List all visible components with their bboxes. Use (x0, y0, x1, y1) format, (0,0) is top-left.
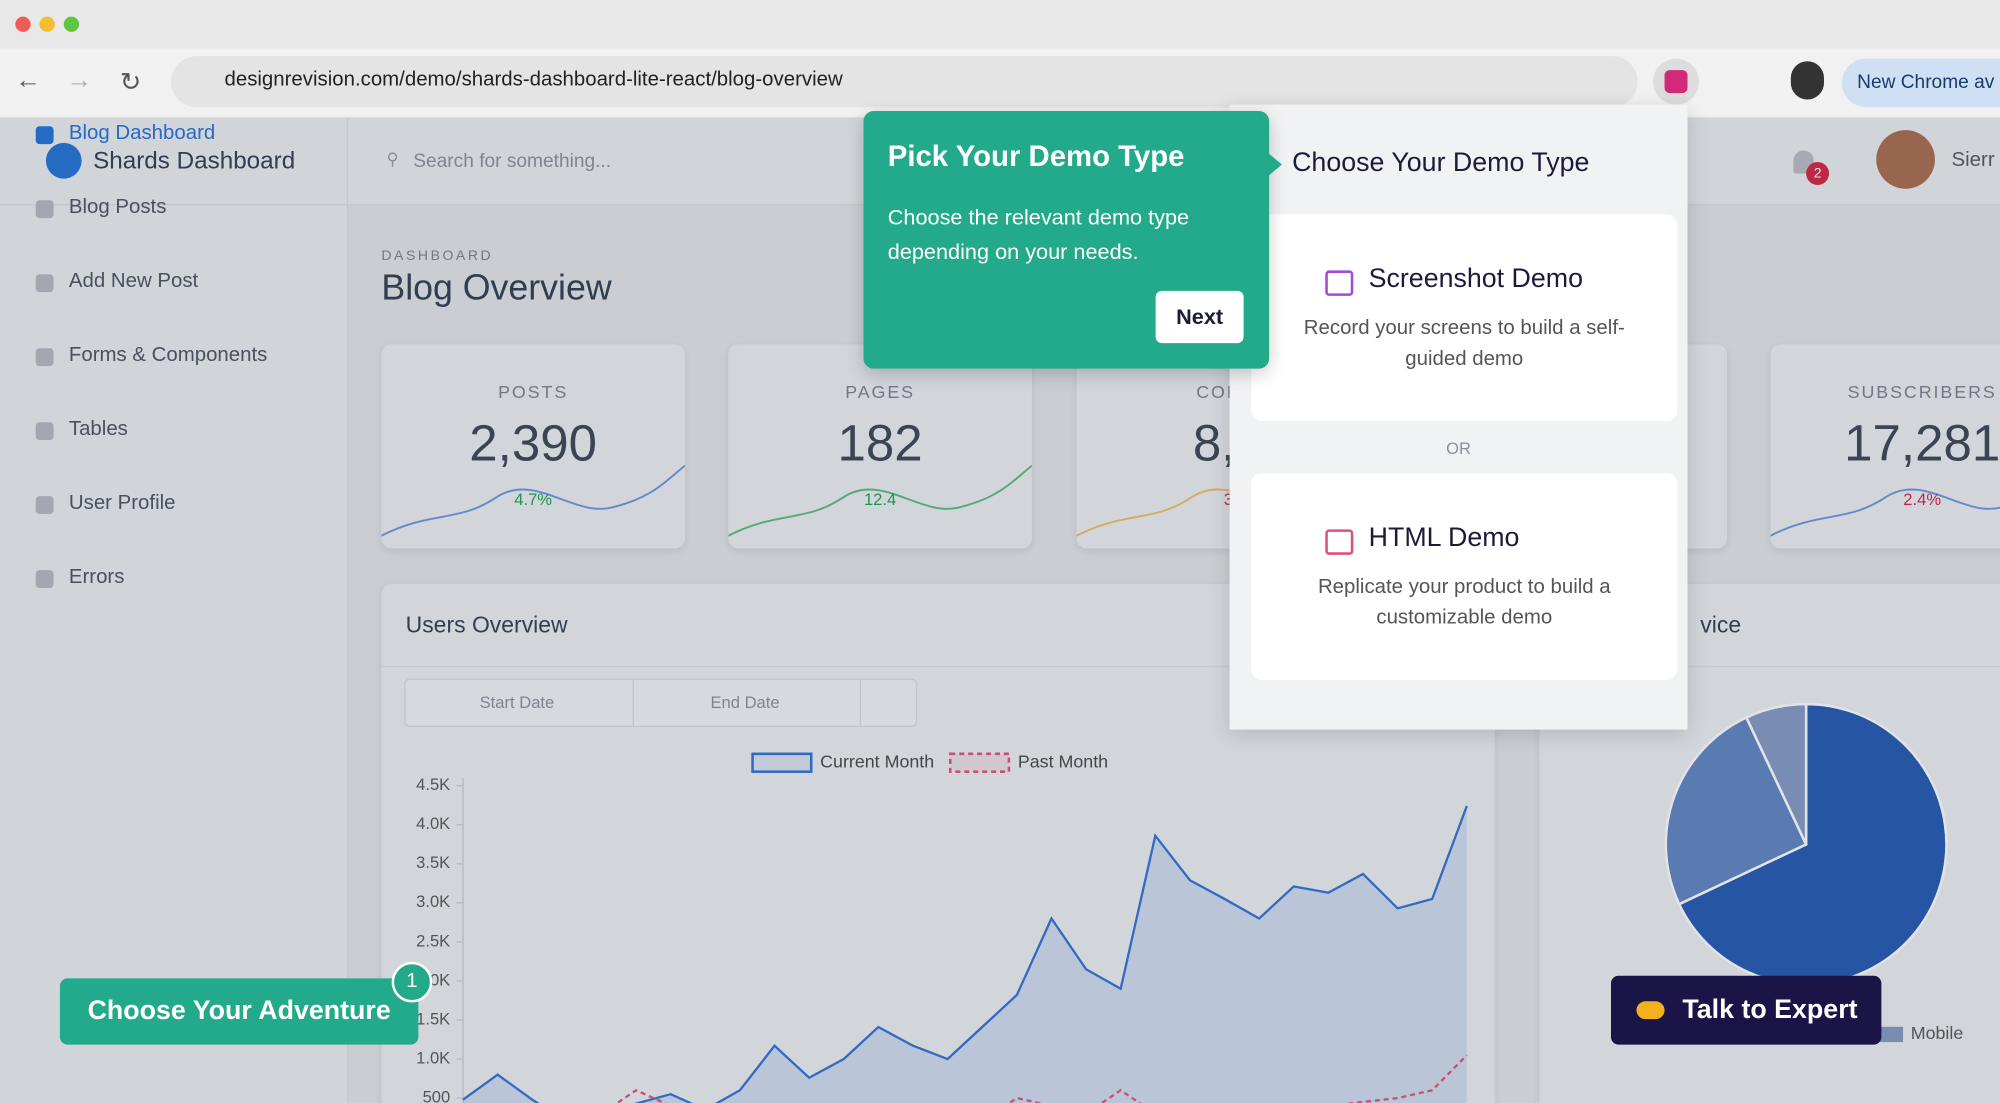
sidebar: Shards Dashboard Blog Dashboard Blog Post… (0, 117, 349, 1103)
legend-label: Mobile (1911, 1023, 1964, 1043)
end-date[interactable]: End Date (710, 692, 780, 712)
sparkline (381, 464, 685, 537)
sparkline (1770, 488, 2000, 537)
stat-card: POSTS 2,390 4.7% (381, 344, 685, 549)
y-tick-label: 2.5K (416, 931, 450, 950)
page-title: Blog Overview (381, 267, 612, 308)
nav-icon (35, 126, 54, 145)
sparkline (728, 464, 1032, 537)
page-subtitle: DASHBOARD (381, 248, 494, 265)
step-badge: 1 (391, 961, 433, 1003)
legend-swatch (1874, 1026, 1904, 1043)
tooltip-title: Pick Your Demo Type (887, 139, 1185, 173)
stat-change: 3 (1223, 489, 1233, 509)
y-tick-label: 3.0K (416, 892, 450, 911)
separator: OR (1446, 438, 1471, 458)
nav-item[interactable]: Add New Post (68, 270, 199, 293)
demo-option[interactable]: HTML Demo Replicate your product to build… (1251, 473, 1678, 680)
reload-button[interactable]: ↻ (119, 68, 142, 97)
next-button[interactable]: Next (1155, 290, 1244, 344)
y-tick-label: 3.5K (416, 853, 450, 872)
modal-title: Choose Your Demo Type (1292, 147, 1590, 178)
date-range[interactable] (404, 678, 918, 728)
nav-item[interactable]: Forms & Components (68, 344, 268, 367)
option-text: Replicate your product to build a custom… (1317, 576, 1611, 629)
stat-value: 2,390 (469, 415, 597, 472)
stat-label: PAGES (845, 381, 915, 402)
nav-icon (35, 200, 54, 219)
users-overview-card: Users Overview Start Date End Date (381, 584, 1495, 1103)
nav-icon (35, 274, 54, 293)
option-title: HTML Demo (1368, 522, 1520, 553)
line (462, 805, 1468, 1103)
nav-item[interactable]: Errors (68, 566, 125, 589)
nav-icon (35, 422, 54, 441)
stat-change: 4.7% (514, 489, 553, 509)
pie-slice (1677, 702, 1948, 986)
tour-tooltip: Pick Your Demo Type Choose the relevant … (863, 110, 1282, 369)
nav-icon (35, 348, 54, 367)
nav-item[interactable]: Blog Dashboard (68, 122, 216, 145)
nav-item[interactable]: Blog Posts (68, 196, 167, 219)
y-tick-label: 1.0K (416, 1048, 450, 1067)
y-tick-label: 4.0K (416, 814, 450, 833)
y-tick-label: 4.5K (416, 775, 450, 794)
url: designrevision.com/demo/shards-dashboard… (224, 68, 843, 91)
user-name[interactable]: Sierr (1951, 149, 1995, 171)
address-bar[interactable] (170, 56, 1638, 108)
profile-button[interactable]: New Chrome av (1841, 58, 2000, 108)
demo-type-modal: Choose Your Demo Type OR Screenshot Demo… (1229, 104, 1688, 730)
stat-label: POSTS (498, 381, 569, 402)
nav-item[interactable]: Tables (68, 418, 128, 441)
stat-change: 12.4 (863, 489, 897, 509)
card-title: vice (1700, 612, 1742, 638)
area (463, 806, 1467, 1103)
option-icon (1325, 270, 1354, 296)
y-tick-label: 1.5K (416, 1009, 450, 1028)
y-tick-label: 500 (423, 1087, 451, 1103)
forward-button[interactable]: → (66, 66, 92, 95)
stat-card: PAGES 182 12.4 (728, 344, 1032, 549)
brand: Shards Dashboard (93, 147, 296, 175)
card-title: Users Overview (405, 612, 568, 638)
title-bar (0, 0, 2000, 49)
nav-item[interactable]: User Profile (68, 492, 176, 515)
nav-icon (35, 496, 54, 515)
nav-icon (35, 570, 54, 589)
notification-badge: 2 (1806, 161, 1830, 185)
stat-value: 17,281 (1844, 415, 2000, 472)
option-icon (1325, 529, 1354, 555)
option-text: Record your screens to build a self-guid… (1303, 317, 1625, 370)
option-title: Screenshot Demo (1368, 264, 1584, 294)
demo-option[interactable]: Screenshot Demo Record your screens to bu… (1251, 214, 1678, 421)
back-button[interactable]: ← (15, 66, 41, 95)
adventure-button[interactable]: Choose Your Adventure (59, 978, 419, 1045)
start-date[interactable]: Start Date (479, 692, 555, 712)
stat-change: 2.4% (1903, 489, 1942, 509)
stat-label: SUBSCRIBERS (1847, 381, 1997, 402)
legend-label: Current Month (820, 751, 934, 771)
legend-label: Past Month (1018, 751, 1108, 771)
search-input[interactable]: Search for something... (413, 150, 612, 173)
expert-label: Talk to Expert (1682, 994, 1858, 1025)
legend-swatch (948, 752, 1011, 773)
stat-value: 182 (837, 415, 923, 472)
pie-slice (1744, 702, 1808, 845)
pie-slice (1664, 715, 1808, 906)
legend-swatch (751, 752, 813, 773)
tooltip-text: Choose the relevant demo type depending … (887, 205, 1190, 265)
stat-card: SUBSCRIBERS 17,281 2.4% (1770, 344, 2000, 549)
expert-button[interactable]: Talk to Expert (1610, 975, 1882, 1045)
